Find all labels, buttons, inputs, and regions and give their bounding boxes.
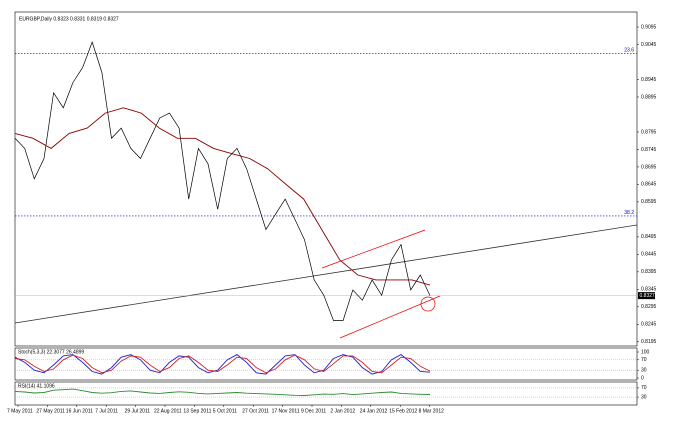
y-tick-label: 0.8595 (641, 199, 657, 205)
x-tick-label: 5 Oct 2011 (213, 408, 237, 414)
x-tick-label: 27 May 2011 (36, 408, 65, 414)
stoch-panel (14, 347, 638, 381)
x-tick-label: 27 Oct 2011 (242, 408, 269, 414)
y-tick-label: 0.8445 (641, 252, 657, 258)
series-line (14, 354, 431, 374)
x-tick-label: 9 Dec 2011 (301, 408, 326, 414)
chart-title: EURGBP,Daily 0.8323 0.8331 0.8319 0.8327 (19, 16, 119, 22)
y-tick-label: 0.8295 (641, 304, 657, 310)
rsi-panel (14, 381, 638, 406)
x-tick-label: 16 Jun 2011 (66, 408, 93, 414)
x-tick-label: 7 May 2011 (7, 408, 33, 414)
y-tick-label: 0.8695 (641, 164, 657, 170)
y-tick-label: 30 (641, 394, 647, 400)
trend-line (14, 224, 638, 324)
y-tick-label: 100 (641, 349, 650, 355)
x-tick-label: 8 Mar 2012 (419, 408, 445, 414)
series-line (14, 354, 431, 375)
y-tick-label: 0.8795 (641, 129, 657, 135)
y-tick-label: 0.8245 (641, 322, 657, 328)
channel-line (339, 295, 441, 339)
channel-line (321, 229, 426, 269)
y-tick-label: 0.8895 (641, 94, 657, 100)
highlight-circle (420, 296, 436, 312)
y-tick-label: 0.8495 (641, 234, 657, 240)
y-tick-label: 0.8195 (641, 339, 657, 345)
x-tick-label: 29 Jul 2011 (125, 408, 151, 414)
y-tick-label: 0 (641, 375, 644, 381)
rsi-title: RSI(14) 41.1096 (18, 383, 55, 389)
x-tick-label: 7 Jul 2011 (95, 408, 118, 414)
main-panel (14, 11, 638, 347)
x-tick-label: 17 Nov 2011 (272, 408, 300, 414)
x-tick-label: 15 Feb 2012 (389, 408, 417, 414)
y-tick-label: 0.9045 (641, 42, 657, 48)
series-line (14, 388, 431, 396)
fib-label: 38.2 (624, 210, 634, 216)
price-box (638, 292, 655, 300)
y-tick-label: 30 (641, 368, 647, 374)
y-tick-label: 70 (641, 385, 647, 391)
price-label: 0.8327 (640, 293, 656, 299)
x-tick-label: 13 Sep 2011 (183, 408, 211, 414)
y-tick-label: 0.8745 (641, 147, 657, 153)
fib-label: 23.6 (624, 48, 634, 54)
y-tick-label: 0.8645 (641, 182, 657, 188)
x-tick-label: 22 Aug 2011 (154, 408, 182, 414)
x-tick-label: 2 Jan 2012 (330, 408, 355, 414)
y-tick-label: 0.8345 (641, 287, 657, 293)
y-tick-label: 0.8945 (641, 77, 657, 83)
stoch-title: Stoch(5,3,3) 22.3077 26.4899 (18, 349, 84, 355)
x-tick-label: 24 Jan 2012 (360, 408, 388, 414)
y-tick-label: 0.9095 (641, 24, 657, 30)
y-tick-label: 70 (641, 357, 647, 363)
series-line (14, 41, 431, 321)
y-tick-label: 0.8395 (641, 269, 657, 275)
series-line (14, 107, 431, 286)
